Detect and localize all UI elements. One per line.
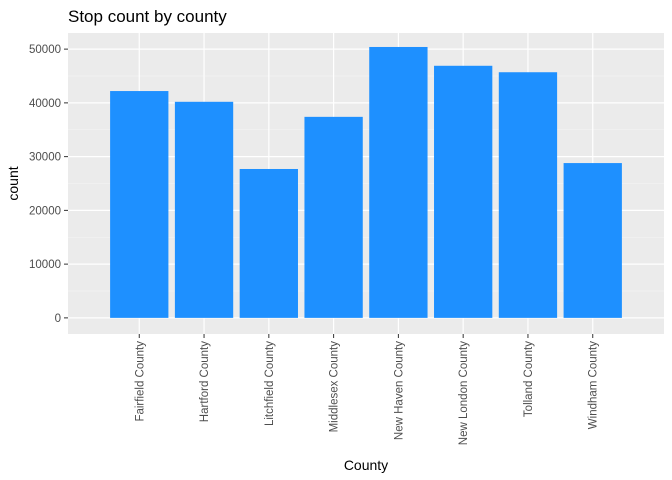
y-tick-label: 40000 [29,98,61,110]
bar [434,65,493,318]
bar [563,163,622,318]
x-tick-label: Middlesex County [329,341,341,433]
x-tick-label: Windham County [588,341,600,429]
x-tick-label: New Haven County [393,341,405,440]
y-tick-label: 20000 [29,205,61,217]
y-tick-label: 50000 [29,44,61,56]
x-tick-label: Hartford County [199,341,211,422]
bar [110,91,169,318]
bar [174,101,234,318]
y-axis-title: count [5,166,21,200]
y-tick-label: 30000 [29,152,61,164]
y-axis: 0 10000 20000 30000 40000 50000 [29,44,68,325]
x-tick-label: New London County [458,341,470,445]
y-tick-label: 10000 [29,259,61,271]
bar [498,72,558,318]
bars [110,46,622,318]
y-tick-label: 0 [55,313,61,325]
bar [239,168,298,318]
bar [304,116,363,318]
x-tick-label: Tolland County [523,341,535,417]
x-tick-label: Fairfield County [134,341,146,422]
x-axis: Fairfield County Hartford County Litchfiel… [134,334,600,445]
bar [369,46,428,318]
chart-title: Stop count by county [68,7,227,26]
x-tick-label: Litchfield County [264,341,276,426]
x-axis-title: County [344,457,388,473]
